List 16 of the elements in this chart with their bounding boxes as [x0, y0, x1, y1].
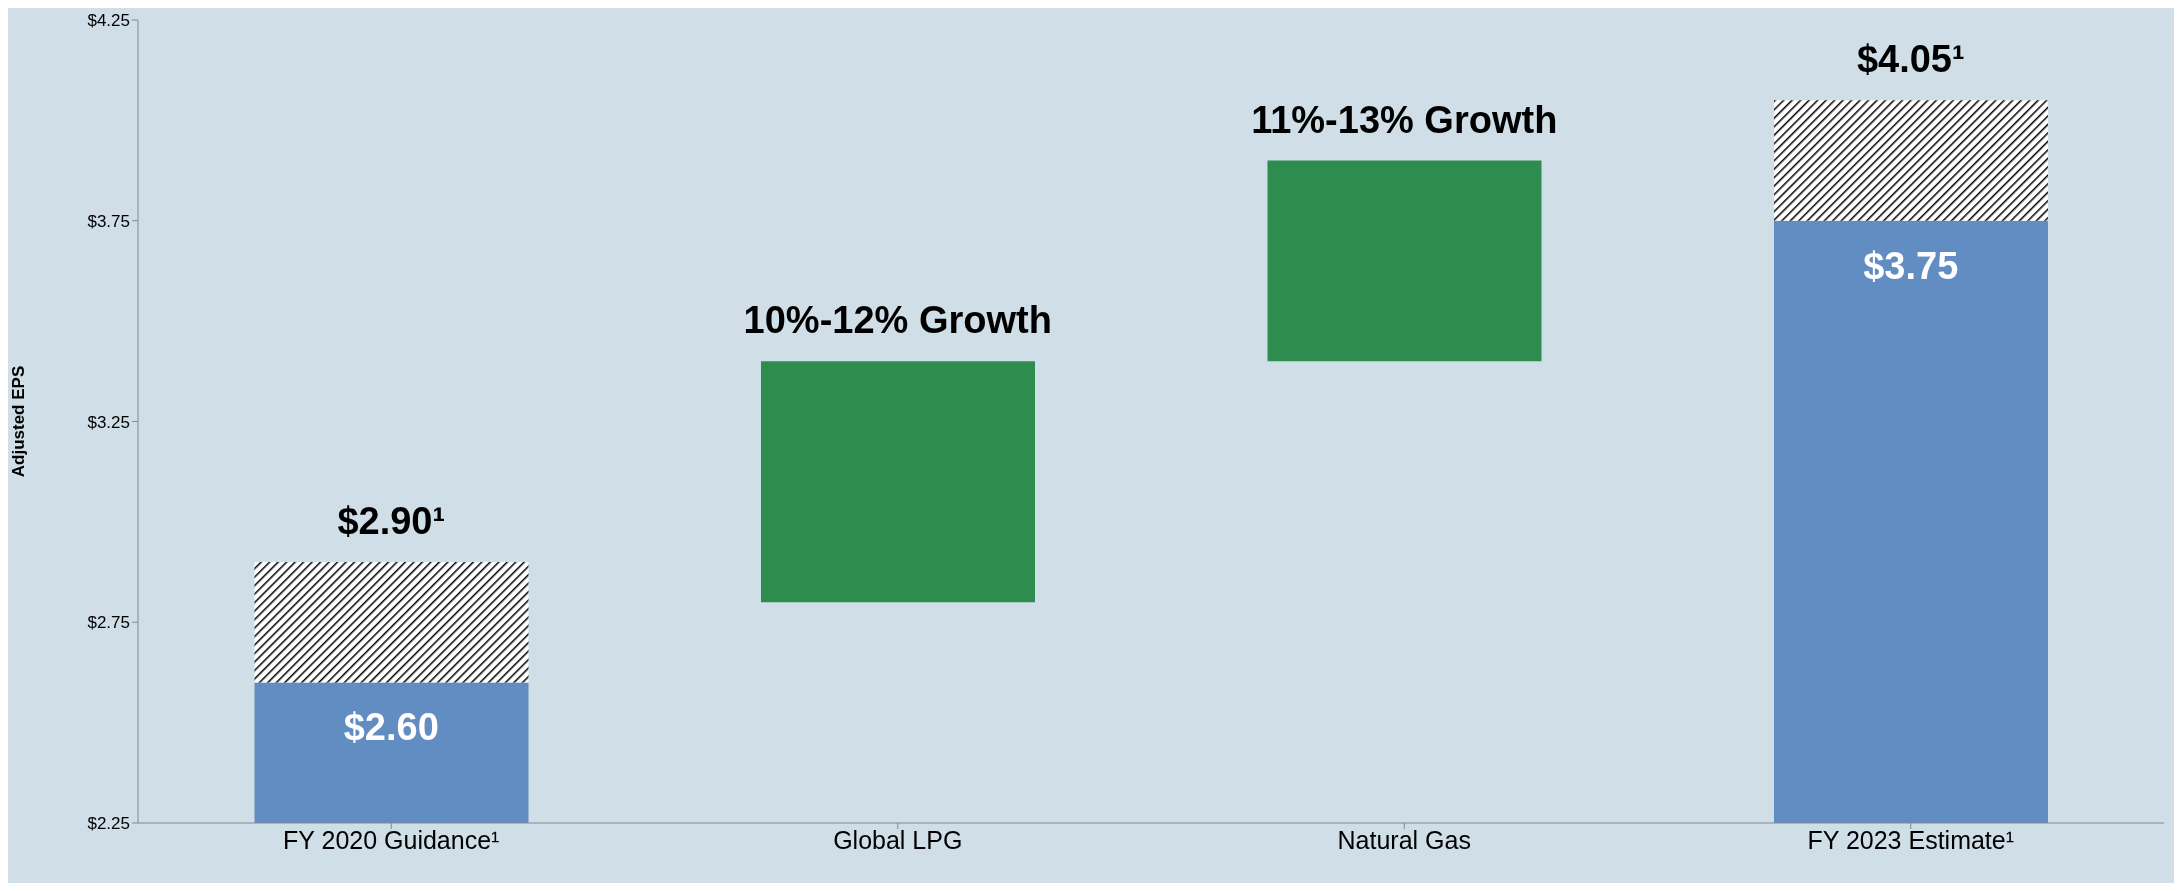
- y-tick-label: $2.75: [87, 613, 130, 633]
- x-tick-label: Natural Gas: [1337, 825, 1471, 854]
- total-label: $4.05¹: [1856, 38, 1965, 81]
- data-label: $3.75: [1863, 244, 1959, 287]
- annotation: 10%-12% Growth: [743, 299, 1052, 342]
- annotation: 11%-13% Growth: [1251, 98, 1558, 141]
- x-tick-label: FY 2020 Guidance¹: [283, 825, 500, 854]
- y-axis-title: Adjusted EPS: [9, 365, 29, 478]
- x-tick-label: FY 2023 Estimate¹: [1807, 825, 2015, 854]
- x-tick-label: Global LPG: [833, 825, 963, 854]
- y-tick-label: $3.75: [87, 211, 130, 231]
- y-tick-label: $3.25: [87, 412, 130, 432]
- y-tick-label: $2.25: [87, 814, 130, 834]
- y-tick-label: $4.25: [87, 11, 130, 31]
- data-label: $2.60: [343, 706, 439, 749]
- total-label: $2.90¹: [337, 500, 446, 543]
